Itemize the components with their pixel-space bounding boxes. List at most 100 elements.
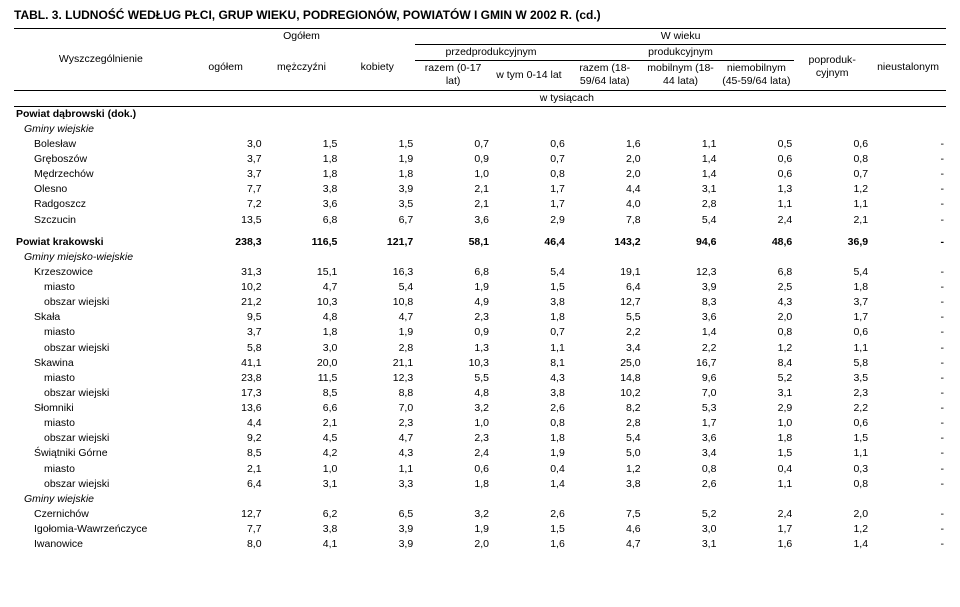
cell: 2,6 [491,401,567,416]
row-label: Powiat krakowski [14,228,188,250]
cell: 1,9 [415,280,491,295]
cell: 2,6 [643,477,719,492]
cell: 2,8 [643,197,719,212]
row-label: miasto [14,325,188,340]
cell: 13,6 [188,401,264,416]
cell: 0,6 [415,462,491,477]
cell: 10,2 [567,386,643,401]
cell: 1,1 [491,341,567,356]
cell: 1,5 [264,137,340,152]
col-razem1859: razem (18-59/64 lata) [567,61,643,90]
cell: 4,4 [188,416,264,431]
table-row: Powiat dąbrowski (dok.) [14,106,946,122]
cell: 1,3 [415,341,491,356]
cell: 3,4 [643,446,719,461]
cell [870,250,946,265]
cell: 1,2 [567,462,643,477]
row-label: Szczucin [14,213,188,228]
cell: 10,3 [415,356,491,371]
cell: 2,4 [718,213,794,228]
cell: 3,0 [643,522,719,537]
cell: 7,2 [188,197,264,212]
row-label: Igołomia-Wawrzeńczyce [14,522,188,537]
cell: 2,8 [567,416,643,431]
cell: 10,8 [339,295,415,310]
cell [643,492,719,507]
cell [567,122,643,137]
cell: 1,2 [718,341,794,356]
cell: 3,3 [339,477,415,492]
cell: 2,0 [567,152,643,167]
col-kobiety: kobiety [339,45,415,90]
cell: 16,7 [643,356,719,371]
row-label: miasto [14,371,188,386]
table-row: miasto23,811,512,35,54,314,89,65,23,5- [14,371,946,386]
cell: 13,5 [188,213,264,228]
cell: 2,3 [415,310,491,325]
cell: 2,9 [491,213,567,228]
cell: 4,7 [339,310,415,325]
cell: 2,2 [643,341,719,356]
row-label: Bolesław [14,137,188,152]
table-row: Słomniki13,66,67,03,22,68,25,32,92,2- [14,401,946,416]
cell: 1,5 [794,431,870,446]
cell [870,106,946,122]
cell: 23,8 [188,371,264,386]
cell: 1,7 [491,197,567,212]
cell: 1,9 [491,446,567,461]
population-table: Wyszczególnienie Ogółem W wieku ogółem m… [14,28,946,552]
cell: 3,6 [643,310,719,325]
cell: 0,5 [718,137,794,152]
cell: - [870,310,946,325]
cell: 0,6 [718,152,794,167]
cell: 1,1 [339,462,415,477]
cell: 1,3 [718,182,794,197]
cell: 8,1 [491,356,567,371]
cell: 4,5 [264,431,340,446]
cell: - [870,341,946,356]
cell: - [870,167,946,182]
cell: 5,4 [643,213,719,228]
cell: - [870,462,946,477]
cell [794,250,870,265]
cell: 5,4 [339,280,415,295]
table-row: Igołomia-Wawrzeńczyce7,73,83,91,91,54,63… [14,522,946,537]
cell: 58,1 [415,228,491,250]
cell: 25,0 [567,356,643,371]
table-row: Mędrzechów3,71,81,81,00,82,01,40,60,7- [14,167,946,182]
cell: - [870,280,946,295]
cell: 1,9 [339,325,415,340]
cell: - [870,213,946,228]
row-label: Świątniki Górne [14,446,188,461]
cell: 0,6 [794,416,870,431]
cell: - [870,228,946,250]
cell [188,122,264,137]
cell [794,122,870,137]
row-label: obszar wiejski [14,386,188,401]
cell: 1,2 [794,182,870,197]
table-row: Czernichów12,76,26,53,22,67,55,22,42,0- [14,507,946,522]
row-label: Iwanowice [14,537,188,552]
cell: 12,3 [643,265,719,280]
cell [264,106,340,122]
cell: 1,4 [491,477,567,492]
cell [415,106,491,122]
table-row: Bolesław3,01,51,50,70,61,61,10,50,6- [14,137,946,152]
table-row: Gminy wiejskie [14,492,946,507]
cell: 4,9 [415,295,491,310]
cell: 16,3 [339,265,415,280]
cell: 6,2 [264,507,340,522]
cell: 5,2 [643,507,719,522]
cell: 1,7 [718,522,794,537]
cell [870,492,946,507]
cell: 17,3 [188,386,264,401]
cell: 1,4 [643,152,719,167]
table-row: Olesno7,73,83,92,11,74,43,11,31,2- [14,182,946,197]
cell [718,492,794,507]
cell: 12,3 [339,371,415,386]
cell [567,250,643,265]
col-niemobil: niemobil­nym (45-59/64 lata) [718,61,794,90]
cell: 6,8 [264,213,340,228]
cell: 20,0 [264,356,340,371]
cell: 1,4 [643,325,719,340]
